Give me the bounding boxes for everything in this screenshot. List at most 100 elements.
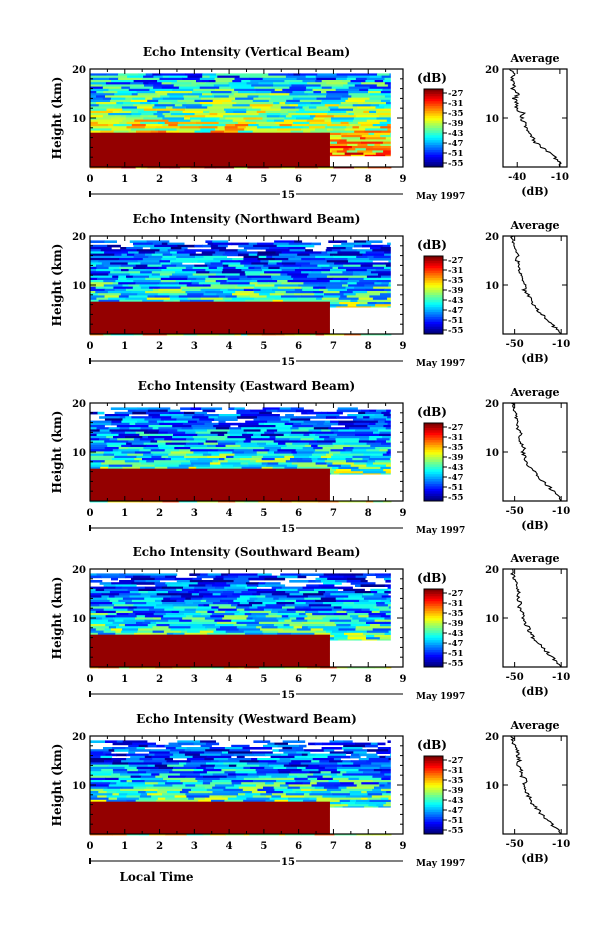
- colorbar-swatch: [424, 123, 443, 127]
- heatmap-cell: [356, 255, 368, 259]
- heatmap-cell: [186, 758, 205, 761]
- heatmap-cell: [316, 106, 330, 109]
- panel-1: Echo Intensity (Northward Beam)Height (k…: [50, 212, 570, 369]
- colorbar-label: (dB): [417, 571, 447, 585]
- heatmap-cell: [347, 304, 357, 307]
- average-y-tick-label: 20: [485, 65, 499, 76]
- heatmap-cell: [366, 755, 380, 759]
- heatmap-cell: [99, 429, 111, 432]
- heatmap-cell: [346, 295, 370, 298]
- heatmap-cell: [90, 468, 330, 501]
- heatmap-cell: [173, 762, 180, 765]
- heatmap-cell: [220, 753, 235, 757]
- heatmap-cell: [153, 75, 164, 79]
- heatmap-cell: [279, 758, 291, 761]
- heatmap-cell: [336, 416, 358, 419]
- average-title: Average: [509, 52, 559, 65]
- heatmap-cell: [127, 262, 141, 265]
- heatmap-cell: [215, 251, 226, 254]
- heatmap-cell: [120, 247, 127, 250]
- heatmap-cell: [234, 77, 250, 81]
- heatmap-cell: [347, 742, 356, 746]
- colorbar-swatch: [424, 444, 443, 448]
- colorbar-tick-label: -43: [448, 629, 463, 639]
- heatmap-cell: [377, 113, 392, 116]
- heatmap-cell: [194, 264, 208, 268]
- heatmap-cell: [335, 580, 348, 583]
- heatmap-cell: [105, 740, 118, 743]
- heatmap-cell: [281, 753, 289, 757]
- colorbar-tick-label: -31: [448, 433, 463, 443]
- heatmap-cell: [328, 146, 353, 149]
- heatmap-cell: [135, 264, 148, 268]
- heatmap-cell: [229, 762, 248, 765]
- heatmap-cell: [314, 786, 325, 790]
- heatmap-cell: [147, 793, 163, 796]
- heatmap-cell: [342, 593, 364, 596]
- heatmap-cell: [349, 793, 369, 796]
- heatmap-cell: [214, 610, 226, 614]
- heatmap-cell: [283, 624, 291, 627]
- colorbar-swatch: [424, 110, 443, 114]
- average-y-tick-label: 20: [485, 565, 499, 576]
- heatmap-cell: [117, 260, 139, 263]
- heatmap-cell: [338, 628, 356, 631]
- x-tick-label: 6: [295, 674, 302, 685]
- heatmap-cell: [119, 258, 144, 261]
- heatmap-cell: [325, 416, 337, 419]
- heatmap-cell: [190, 462, 211, 465]
- heatmap-cell: [127, 453, 144, 457]
- heatmap-cell: [181, 462, 192, 465]
- heatmap-cell: [233, 464, 250, 468]
- heatmap-cell: [186, 102, 201, 105]
- heatmap-cell: [352, 786, 375, 790]
- heatmap-cell: [245, 299, 261, 303]
- heatmap-cell: [221, 464, 234, 468]
- heatmap-cell: [129, 422, 136, 426]
- heatmap-cell: [374, 635, 392, 638]
- heatmap-cell: [357, 150, 373, 153]
- heatmap-cell: [367, 255, 375, 259]
- heatmap-cell: [357, 106, 377, 109]
- heatmap-cell: [373, 431, 381, 435]
- heatmap-cell: [145, 580, 160, 583]
- heatmap-cell: [218, 760, 241, 763]
- heatmap-cell: [97, 121, 120, 125]
- heatmap-cell: [238, 91, 257, 94]
- heatmap-cell: [365, 744, 378, 748]
- heatmap-cell: [347, 97, 371, 101]
- heatmap-cell: [219, 117, 226, 120]
- colorbar-swatch: [424, 137, 443, 141]
- heatmap-cell: [169, 295, 180, 298]
- colorbar-swatch: [424, 447, 443, 451]
- colorbar-tick-label: -39: [448, 286, 463, 296]
- heatmap-cell: [90, 453, 104, 457]
- heatmap-cell: [290, 427, 300, 430]
- heatmap-cell: [212, 780, 232, 783]
- heatmap-cell: [246, 73, 269, 76]
- x-tick-label: 3: [191, 341, 198, 352]
- heatmap-cell: [351, 95, 364, 98]
- heatmap-cell: [330, 137, 342, 140]
- heatmap-cell: [224, 771, 236, 774]
- heatmap-cell: [239, 458, 263, 461]
- heatmap-cell: [277, 626, 295, 629]
- heatmap-cell: [348, 121, 359, 125]
- colorbar-swatch: [424, 623, 443, 627]
- heatmap-cell: [130, 82, 144, 85]
- heatmap-cell: [365, 411, 382, 415]
- heatmap-cell: [133, 786, 147, 790]
- heatmap-cell: [90, 264, 97, 268]
- heatmap-cell: [154, 295, 170, 298]
- heatmap-cell: [270, 427, 291, 430]
- heatmap-cell: [151, 455, 162, 459]
- heatmap-cell: [90, 766, 108, 770]
- heatmap-cell: [350, 788, 373, 792]
- heatmap-cell: [206, 447, 231, 450]
- heatmap-cell: [95, 610, 117, 614]
- heatmap-cell: [270, 755, 296, 759]
- heatmap-cell: [131, 416, 153, 419]
- heatmap-cell: [138, 791, 147, 794]
- colorbar-swatch: [424, 476, 443, 480]
- colorbar-swatch: [424, 640, 443, 644]
